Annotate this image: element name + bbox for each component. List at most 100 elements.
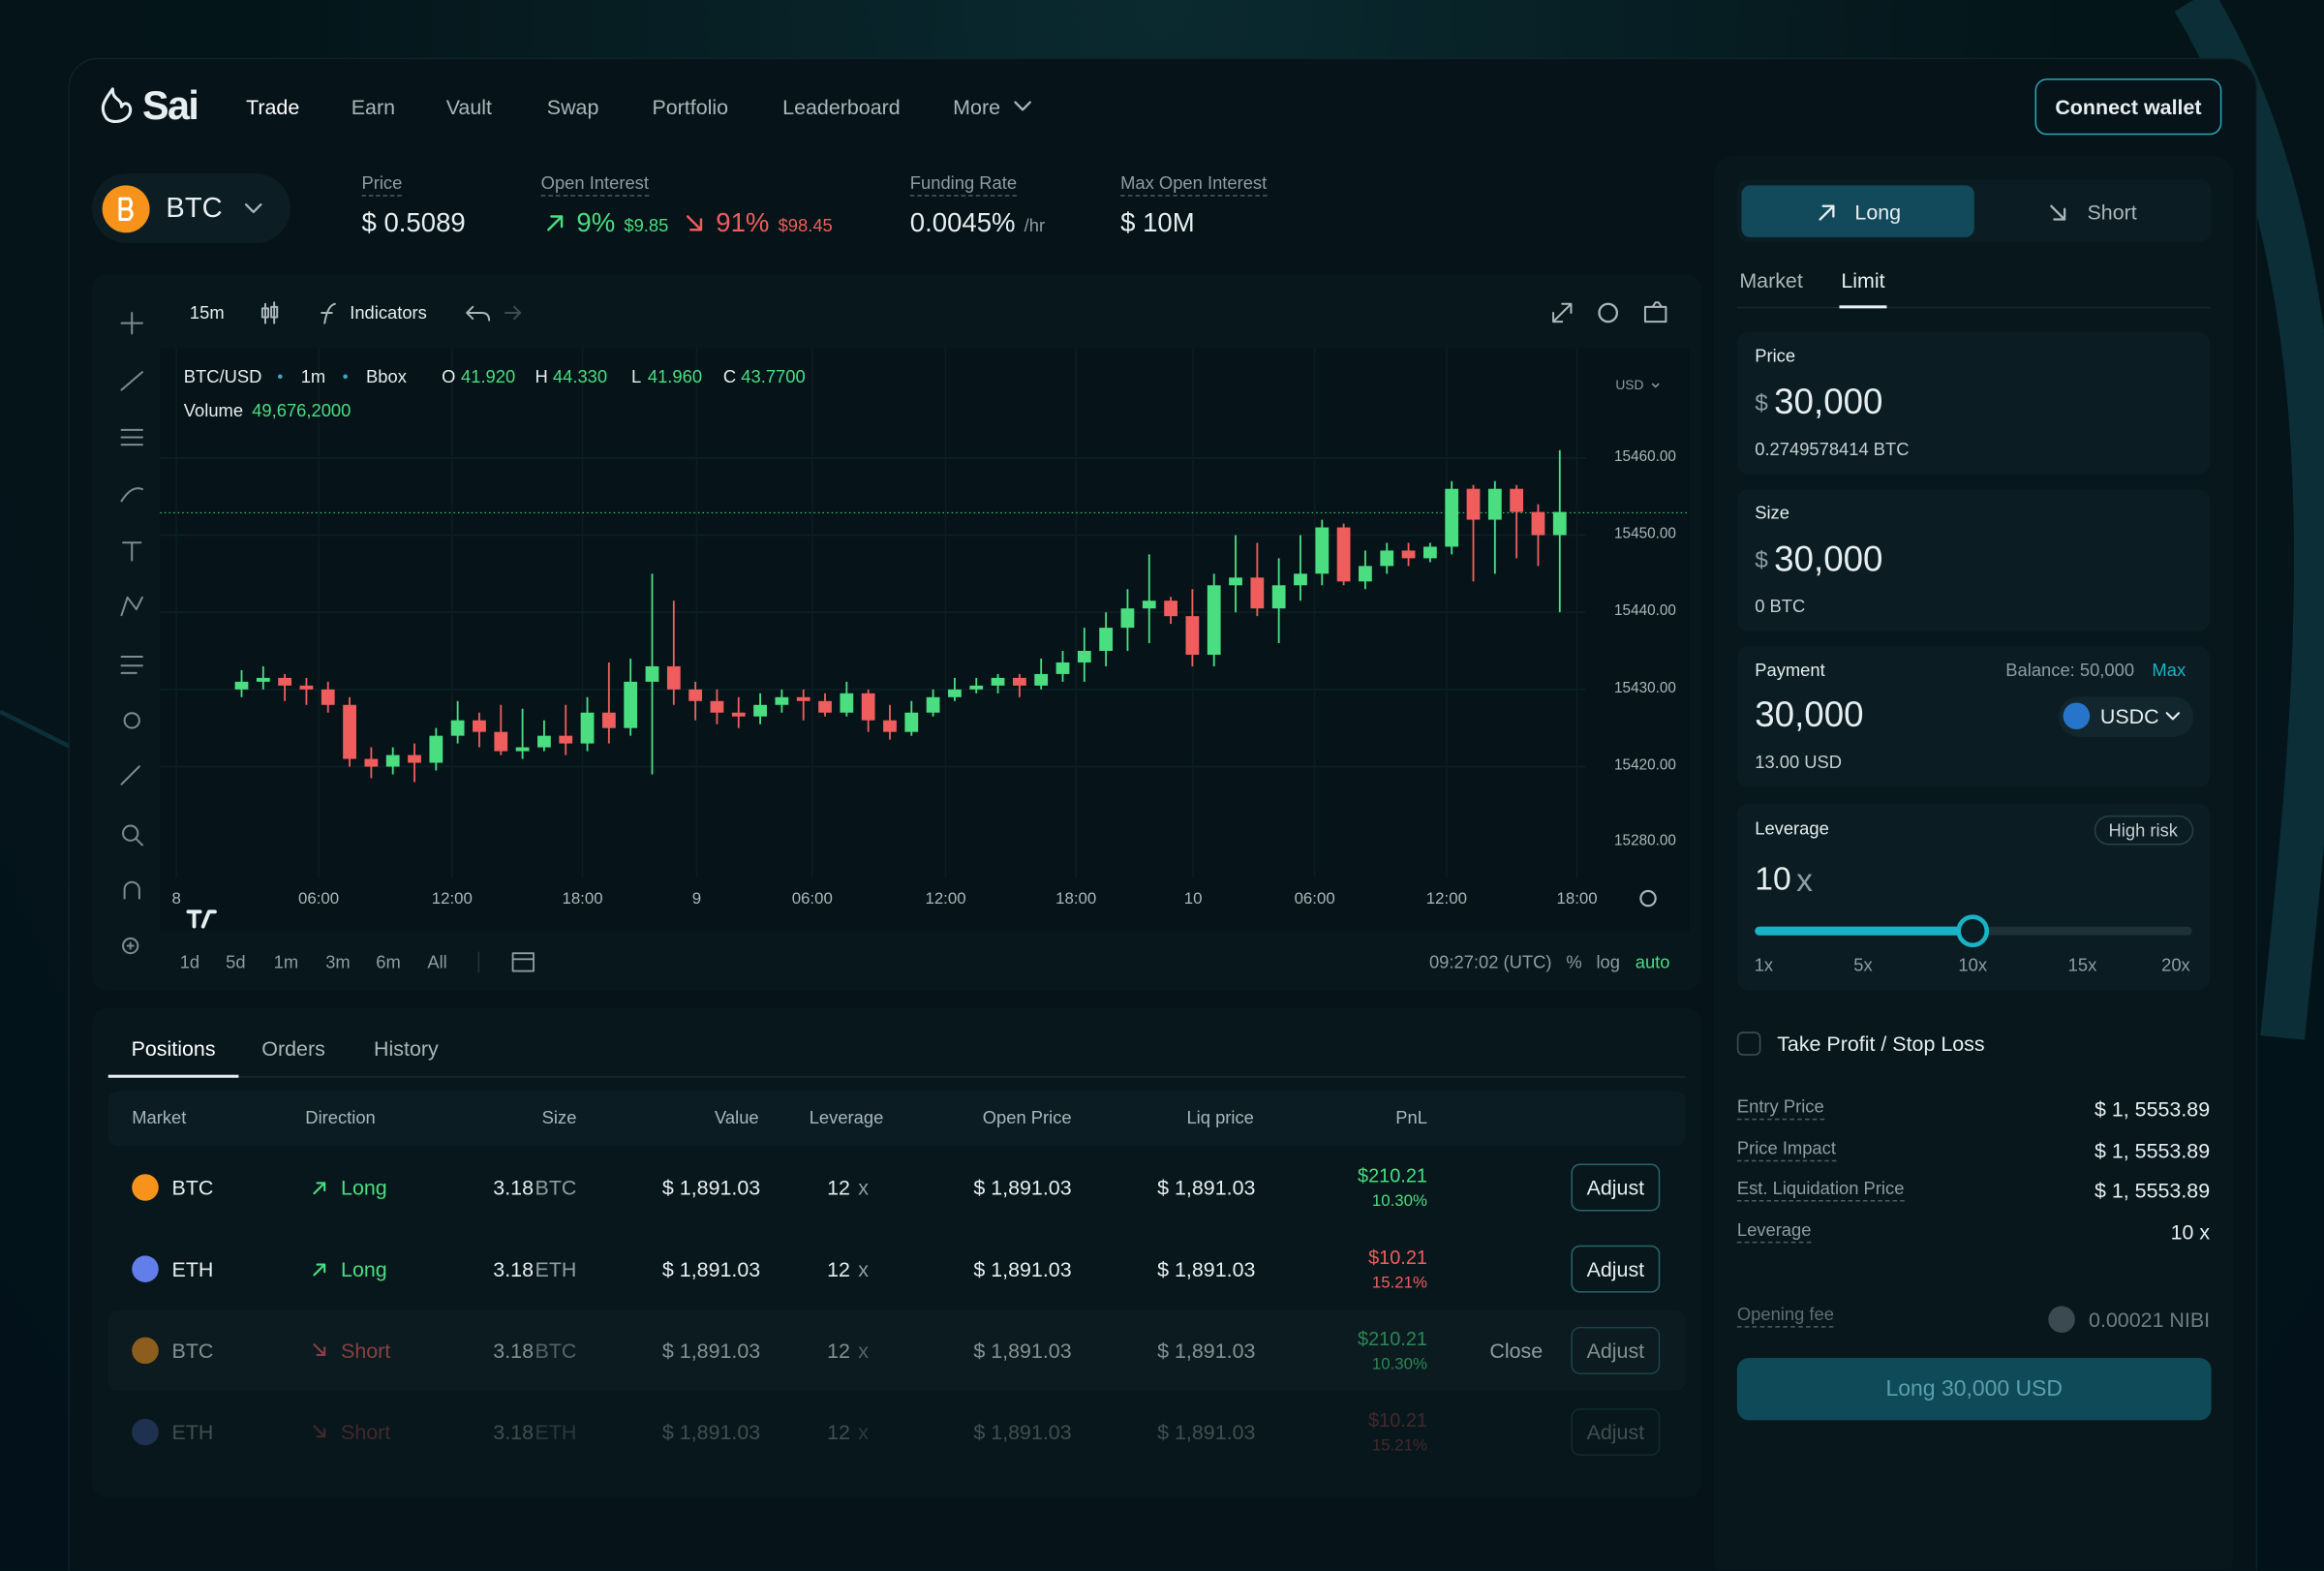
balance: Balance: 50,000	[2005, 660, 2135, 681]
nav-link[interactable]: Swap	[546, 94, 599, 119]
candle-body	[1380, 550, 1394, 567]
order-type[interactable]: Limit	[1841, 268, 1885, 293]
tpsl-label[interactable]: Take Profit / Stop Loss	[1777, 1032, 1985, 1056]
adjust-button[interactable]	[1571, 1245, 1661, 1293]
candle-body	[601, 712, 616, 728]
scale-option[interactable]: %	[1566, 951, 1582, 973]
range-button[interactable]: 1d	[179, 951, 200, 973]
short-icon	[2050, 204, 2066, 221]
nav-link[interactable]: Portfolio	[652, 94, 729, 119]
range-button[interactable]: 6m	[376, 951, 401, 973]
ohlc-key: L	[631, 366, 642, 387]
summary-label: Est. Liquidation Price	[1736, 1180, 1905, 1202]
price-card[interactable]	[1736, 331, 2211, 475]
side[interactable]: Short	[2087, 200, 2137, 225]
nav-link[interactable]: Leaderboard	[782, 94, 901, 119]
adjust-button[interactable]	[1571, 1326, 1661, 1374]
range-button[interactable]: All	[427, 951, 447, 973]
y-tick-label: 15430.00	[1614, 680, 1676, 697]
candle-body	[1185, 616, 1200, 655]
ohlc-key: O	[442, 366, 456, 387]
x-tick-label: 18:00	[562, 890, 603, 909]
nav-link[interactable]: Trade	[246, 94, 300, 119]
candle-body	[494, 731, 508, 752]
chevron	[2165, 712, 2181, 721]
candle-body	[624, 681, 638, 728]
scale-option[interactable]: auto	[1635, 951, 1670, 973]
order-type[interactable]: Market	[1739, 268, 1803, 293]
nav-link[interactable]: Vault	[445, 94, 492, 119]
size-card[interactable]	[1736, 489, 2211, 632]
candle-body	[753, 704, 767, 717]
risk-badge	[2094, 815, 2194, 846]
ohlc-value: 43.7700	[741, 366, 806, 387]
currency[interactable]: USD	[1615, 377, 1644, 392]
coin-icon	[132, 1337, 159, 1365]
size: 3.18	[493, 1175, 535, 1200]
drawing-tool	[120, 656, 143, 674]
coin-icon	[132, 1174, 159, 1201]
field-value[interactable]: 30,000	[1774, 539, 1883, 580]
nav-link[interactable]: More	[953, 94, 1001, 119]
candle-body	[710, 700, 724, 713]
x-tick-label: 10	[1183, 890, 1203, 909]
field-value[interactable]: 30,000	[1755, 694, 1864, 736]
connect-label[interactable]: Connect wallet	[2055, 94, 2202, 119]
pnl: $10.21	[1368, 1408, 1427, 1432]
adjust-button[interactable]	[1571, 1408, 1661, 1457]
submit-button[interactable]	[1736, 1358, 2212, 1421]
pnl-pct: 15.21%	[1371, 1274, 1427, 1292]
range-button[interactable]: 1m	[273, 951, 299, 973]
liq-price: $ 1,891.03	[1157, 1256, 1256, 1281]
scale-option[interactable]: log	[1596, 951, 1620, 973]
adjust-label[interactable]: Adjust	[1586, 1175, 1645, 1200]
adjust-label[interactable]: Adjust	[1586, 1420, 1645, 1444]
checkbox[interactable]	[1736, 1032, 1761, 1056]
slider-handle[interactable]	[1956, 914, 1990, 948]
adjust-label[interactable]: Adjust	[1586, 1256, 1645, 1281]
direction: Short	[341, 1339, 391, 1363]
close-button[interactable]: Close	[1489, 1339, 1544, 1363]
field-value[interactable]: 30,000	[1774, 382, 1883, 423]
y-tick-label: 15450.00	[1614, 526, 1676, 543]
adjust-label[interactable]: Adjust	[1586, 1339, 1645, 1363]
sep	[343, 374, 348, 380]
field-sub: 0.2749578414 BTC	[1755, 439, 1910, 460]
tab[interactable]: Orders	[261, 1035, 325, 1061]
long-tab[interactable]	[1741, 185, 1974, 237]
leverage: 12	[827, 1420, 850, 1444]
volume: 49,676,2000	[252, 400, 352, 421]
indicators[interactable]: Indicators	[350, 302, 427, 323]
summary-value: $ 1, 5553.89	[2094, 1178, 2211, 1203]
sep	[277, 374, 283, 380]
leverage-unit: x	[1796, 861, 1813, 899]
stat-value: 9%	[576, 207, 616, 237]
tab[interactable]: Positions	[131, 1035, 216, 1061]
pnl-pct: 10.30%	[1371, 1192, 1427, 1211]
adjust-button[interactable]	[1571, 1163, 1661, 1212]
path	[2174, 0, 2324, 1040]
candle-body	[1142, 601, 1156, 609]
tab[interactable]: History	[374, 1035, 439, 1061]
nav-link[interactable]: Earn	[351, 94, 396, 119]
direction: Long	[341, 1256, 387, 1281]
chevron	[244, 203, 262, 214]
max-button[interactable]: Max	[2152, 660, 2186, 681]
connect-button[interactable]	[2034, 78, 2222, 136]
candle-body	[1250, 577, 1265, 609]
ohlc-key: H	[535, 366, 548, 387]
market: ETH	[171, 1420, 214, 1444]
candle-body	[904, 712, 919, 732]
x-tick-label: 06:00	[791, 890, 833, 909]
timeframe[interactable]: 15m	[189, 302, 225, 323]
logo	[101, 87, 133, 123]
range-button[interactable]: 5d	[226, 951, 246, 973]
submit-label[interactable]: Long 30,000 USD	[1885, 1376, 2064, 1402]
y-tick-label: 15460.00	[1614, 448, 1676, 466]
side[interactable]: Long	[1854, 200, 1902, 225]
source: Bbox	[366, 366, 407, 387]
arrow-up	[547, 215, 564, 231]
range-button[interactable]: 3m	[325, 951, 351, 973]
candle-body	[408, 755, 421, 763]
